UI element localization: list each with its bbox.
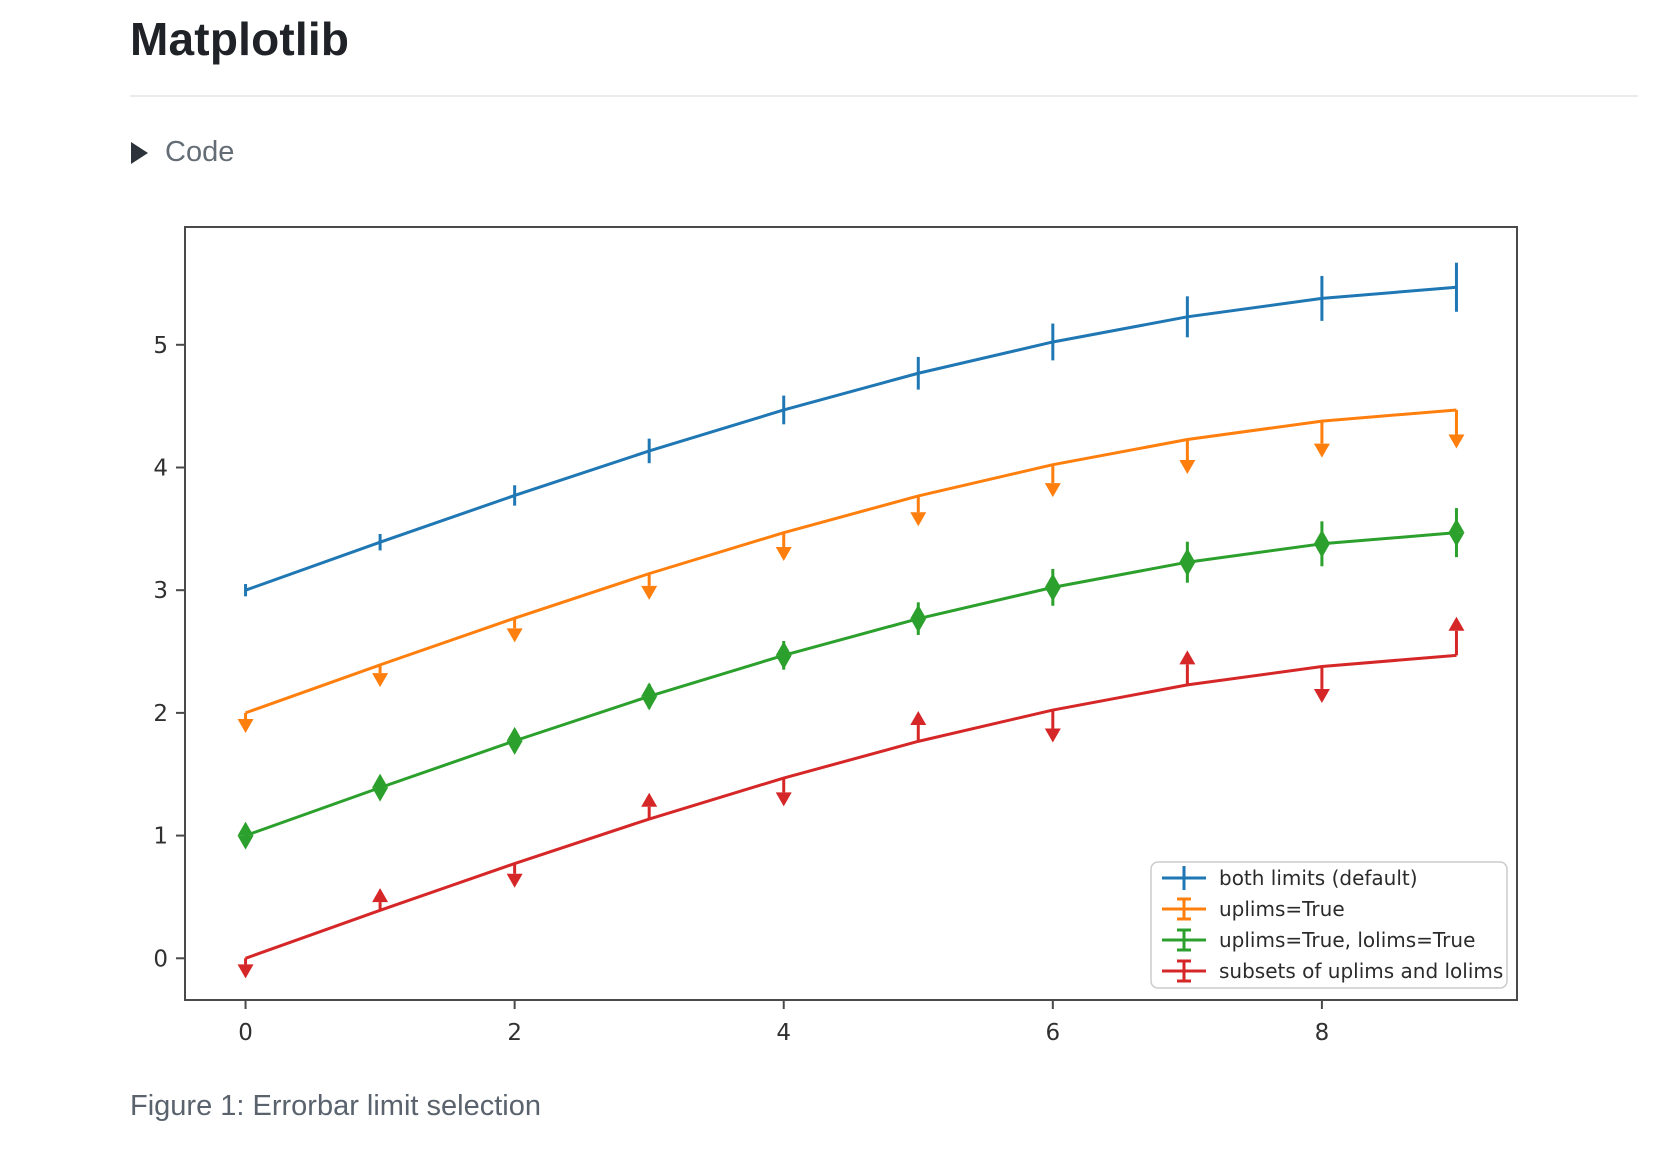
x-axis: 0 2 4 6 8 bbox=[238, 1000, 1329, 1046]
series-line bbox=[245, 408, 1457, 715]
legend: both limits (default) uplims=True uplims=T… bbox=[1150, 861, 1508, 989]
series-line bbox=[245, 653, 1457, 960]
caret-down bbox=[1179, 562, 1196, 577]
caret-down bbox=[237, 719, 254, 734]
series-uplims-true-lolims-true bbox=[237, 508, 1465, 850]
caret-down bbox=[237, 964, 254, 979]
caret-down bbox=[372, 787, 389, 802]
series-both-limits-default- bbox=[244, 262, 1458, 597]
x-tick-label: 8 bbox=[1315, 1020, 1330, 1046]
caret-down bbox=[1044, 728, 1061, 743]
page-title: Matplotlib bbox=[130, 13, 350, 65]
caret-down bbox=[775, 792, 792, 807]
caret-up bbox=[1448, 616, 1465, 631]
caret-up bbox=[641, 682, 658, 697]
legend-label: both limits (default) bbox=[1219, 866, 1418, 890]
caret-up bbox=[910, 604, 927, 619]
x-tick-label: 2 bbox=[507, 1020, 522, 1046]
caret-down bbox=[1179, 460, 1196, 475]
series-line bbox=[245, 531, 1457, 837]
x-tick-label: 0 bbox=[238, 1020, 253, 1046]
y-tick-label: 5 bbox=[153, 333, 168, 359]
x-tick-label: 6 bbox=[1045, 1020, 1060, 1046]
caret-down bbox=[641, 585, 658, 600]
caret-down bbox=[775, 655, 792, 670]
y-tick-label: 2 bbox=[153, 701, 168, 727]
series-subsets-of-uplims-and-lolims bbox=[237, 616, 1465, 979]
caret-down bbox=[372, 673, 389, 688]
caret-down bbox=[1313, 443, 1330, 458]
y-tick-label: 0 bbox=[153, 946, 168, 972]
legend-box bbox=[1150, 861, 1508, 989]
legend-entry: uplims=True bbox=[1162, 897, 1345, 921]
caret-up bbox=[775, 641, 792, 656]
caret-up bbox=[1448, 518, 1465, 533]
caret-up bbox=[372, 888, 389, 903]
series-uplims-true bbox=[237, 408, 1465, 734]
legend-label: uplims=True, lolims=True bbox=[1219, 928, 1475, 952]
caret-up bbox=[1179, 548, 1196, 563]
code-toggle[interactable]: Code bbox=[131, 136, 234, 169]
legend-entry: subsets of uplims and lolims bbox=[1162, 959, 1503, 983]
caret-down bbox=[1313, 543, 1330, 558]
caret-down bbox=[237, 835, 254, 850]
caret-down bbox=[506, 628, 523, 643]
caret-down bbox=[910, 618, 927, 633]
legend-label: subsets of uplims and lolims bbox=[1219, 959, 1503, 983]
caret-up bbox=[1313, 529, 1330, 544]
x-tick-label: 4 bbox=[776, 1020, 791, 1046]
figure-caption: Figure 1: Errorbar limit selection bbox=[130, 1090, 541, 1122]
caret-down bbox=[641, 696, 658, 711]
caret-up bbox=[1044, 573, 1061, 588]
legend-entry: uplims=True, lolims=True bbox=[1162, 928, 1475, 952]
code-toggle-label: Code bbox=[165, 136, 235, 168]
caret-up bbox=[506, 726, 523, 741]
caret-down bbox=[1313, 688, 1330, 703]
caret-down bbox=[1044, 587, 1061, 602]
title-divider bbox=[130, 95, 1638, 97]
caret-up bbox=[372, 773, 389, 788]
series-line bbox=[245, 285, 1457, 592]
errorbar-figure: 0 2 4 6 8 0 1 2 3 4 5 both limits (default) uplims=T… bbox=[130, 216, 1530, 1066]
caret-up bbox=[1179, 650, 1196, 665]
caret-up bbox=[641, 792, 658, 807]
legend-label: uplims=True bbox=[1219, 897, 1345, 921]
y-axis: 0 1 2 3 4 5 bbox=[153, 333, 185, 972]
y-tick-label: 3 bbox=[153, 578, 168, 604]
caret-down bbox=[1448, 434, 1465, 449]
y-tick-label: 4 bbox=[153, 455, 168, 481]
caret-up bbox=[237, 821, 254, 836]
caret-down bbox=[775, 546, 792, 561]
y-tick-label: 1 bbox=[153, 824, 168, 850]
axes-spines bbox=[184, 226, 1518, 1001]
caret-down bbox=[1448, 532, 1465, 547]
disclosure-triangle-icon bbox=[131, 141, 148, 164]
errorbar-chart-svg: 0 2 4 6 8 0 1 2 3 4 5 both limits (default) uplims=T… bbox=[153, 226, 1518, 1046]
caret-down bbox=[910, 512, 927, 527]
caret-down bbox=[1044, 483, 1061, 498]
caret-down bbox=[506, 873, 523, 888]
caret-down bbox=[506, 740, 523, 755]
legend-entry: both limits (default) bbox=[1162, 866, 1418, 890]
caret-up bbox=[910, 711, 927, 726]
